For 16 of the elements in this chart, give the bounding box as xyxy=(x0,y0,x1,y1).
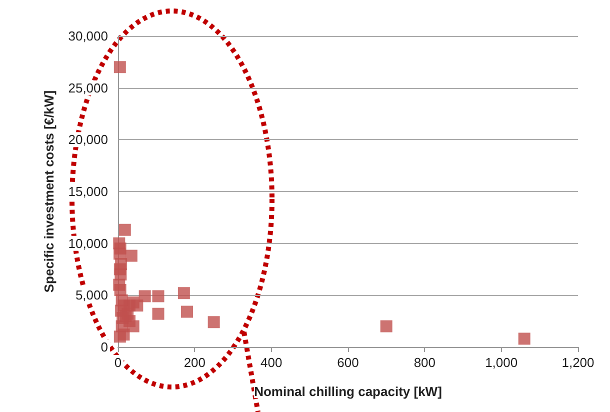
x-tick-label: 600 xyxy=(337,355,359,370)
x-tick-label: 400 xyxy=(260,355,282,370)
y-tick-label: 10,000 xyxy=(68,236,108,251)
x-tick-label: 1,000 xyxy=(485,355,518,370)
y-tick-label: 25,000 xyxy=(68,80,108,96)
x-tick-label: 0 xyxy=(114,355,122,370)
y-tick-label: 15,000 xyxy=(68,184,108,199)
y-tick-label: 30,000 xyxy=(68,28,108,44)
y-tick-label: 20,000 xyxy=(68,132,108,148)
x-axis-title: Nominal chilling capacity [kW] xyxy=(254,384,442,399)
x-tick-label: 1,200 xyxy=(562,355,594,370)
y-axis-title: Specific investment costs [€/kW] xyxy=(41,90,56,293)
x-tick-label: 200 xyxy=(184,355,206,370)
x-tick-label: 800 xyxy=(414,355,436,370)
y-tick-label: 5,000 xyxy=(75,288,108,303)
y-tick-label: 0 xyxy=(100,340,108,354)
